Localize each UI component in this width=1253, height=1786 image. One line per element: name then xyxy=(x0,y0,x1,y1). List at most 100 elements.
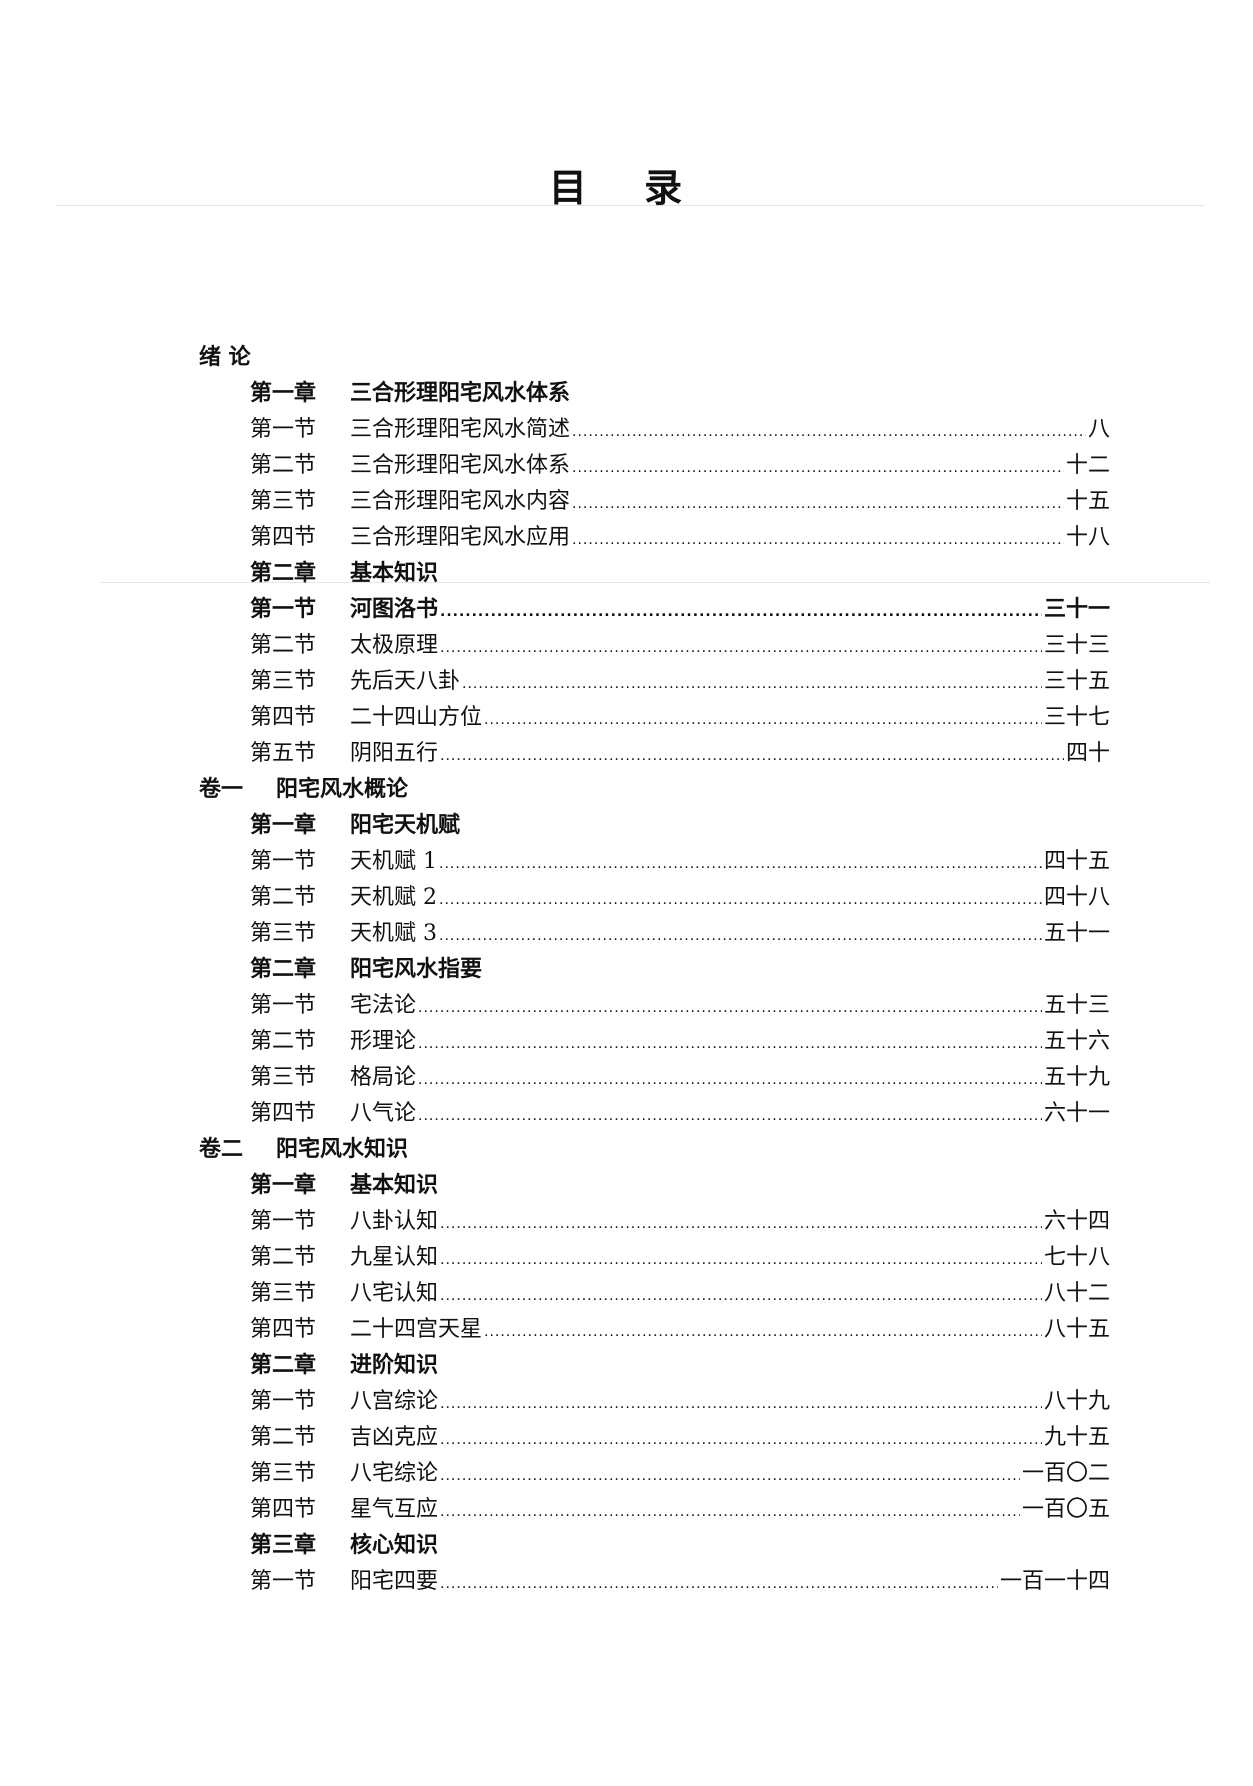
toc-section: 第二节 三合形理阳宅风水体系 十二 xyxy=(250,448,1110,484)
page-title: 目 录 xyxy=(548,166,705,211)
page-number: 四十八 xyxy=(1043,885,1110,910)
toc-label: 第三节 xyxy=(250,1065,317,1090)
toc-section: 第二节 形理论 五十六 xyxy=(250,1024,1110,1060)
dot-leader xyxy=(440,1278,1042,1314)
toc-section: 第三节 天机赋 3 五十一 xyxy=(250,916,1110,952)
toc-title: 太极原理 xyxy=(350,633,439,658)
page-number: 八十二 xyxy=(1043,1281,1110,1306)
toc-label: 第一节 xyxy=(250,1209,317,1234)
toc-label: 绪 论 xyxy=(199,345,251,370)
dot-leader xyxy=(439,846,1042,882)
toc-label: 第二节 xyxy=(250,1425,317,1450)
toc-section: 第一节 河图洛书 三十一 xyxy=(250,592,1110,628)
dot-leader xyxy=(572,450,1064,486)
toc-label: 卷一 xyxy=(199,777,244,802)
dot-leader xyxy=(462,666,1042,702)
toc-label: 第二节 xyxy=(250,1029,317,1054)
page-number: 三十一 xyxy=(1043,597,1110,622)
page-number: 四十 xyxy=(1065,741,1110,766)
toc-title: 天机赋 1 xyxy=(350,849,437,874)
toc-label: 第五节 xyxy=(250,741,317,766)
toc-label: 第三节 xyxy=(250,921,317,946)
toc-part: 绪 论 xyxy=(199,340,276,376)
toc-label: 第一章 xyxy=(250,813,317,838)
page-number: 三十七 xyxy=(1043,705,1110,730)
toc-label: 第四节 xyxy=(250,705,317,730)
dot-leader xyxy=(440,1422,1042,1458)
toc-title: 先后天八卦 xyxy=(350,669,461,694)
toc-label: 第一节 xyxy=(250,1569,317,1594)
toc-label: 第一节 xyxy=(250,597,317,622)
dot-leader xyxy=(439,882,1042,918)
page-number: 五十六 xyxy=(1043,1029,1110,1054)
toc-chapter: 第一章 三合形理阳宅风水体系 xyxy=(250,376,570,412)
toc-title: 阳宅风水知识 xyxy=(276,1137,409,1162)
toc-chapter: 第二章 进阶知识 xyxy=(250,1348,438,1384)
dot-leader xyxy=(572,522,1064,558)
toc-title: 基本知识 xyxy=(350,1173,439,1198)
toc-part: 卷二 阳宅风水知识 xyxy=(199,1132,408,1168)
toc-label: 第三章 xyxy=(250,1533,317,1558)
toc-title: 宅法论 xyxy=(350,993,417,1018)
toc-title: 三合形理阳宅风水应用 xyxy=(350,525,571,550)
page-number: 十五 xyxy=(1065,489,1110,514)
toc-title: 核心知识 xyxy=(350,1533,439,1558)
dot-leader xyxy=(418,990,1042,1026)
toc-chapter: 第一章 阳宅天机赋 xyxy=(250,808,460,844)
toc-label: 第三节 xyxy=(250,489,317,514)
toc-label: 第一节 xyxy=(250,849,317,874)
toc-title: 三合形理阳宅风水简述 xyxy=(350,417,571,442)
page-number: 五十一 xyxy=(1043,921,1110,946)
dot-leader xyxy=(440,1206,1042,1242)
toc-section: 第一节 天机赋 1 四十五 xyxy=(250,844,1110,880)
toc-section: 第一节 宅法论 五十三 xyxy=(250,988,1110,1024)
toc-title: 八卦认知 xyxy=(350,1209,439,1234)
dot-leader xyxy=(572,414,1086,450)
dot-leader xyxy=(440,594,1042,630)
dot-leader xyxy=(572,486,1064,522)
toc-title: 吉凶克应 xyxy=(350,1425,439,1450)
toc-title: 进阶知识 xyxy=(350,1353,439,1378)
dot-leader xyxy=(440,1386,1042,1422)
page-number: 三十三 xyxy=(1043,633,1110,658)
toc-label: 第三节 xyxy=(250,1281,317,1306)
toc-title: 天机赋 2 xyxy=(350,885,437,910)
toc-title: 三合形理阳宅风水体系 xyxy=(350,381,571,406)
toc-section: 第二节 九星认知 七十八 xyxy=(250,1240,1110,1276)
page-number: 一百〇五 xyxy=(1021,1497,1110,1522)
toc-section: 第四节 八气论 六十一 xyxy=(250,1096,1110,1132)
toc-title: 二十四宫天星 xyxy=(350,1317,483,1342)
toc-label: 第二节 xyxy=(250,885,317,910)
toc-part: 卷一 阳宅风水概论 xyxy=(199,772,408,808)
page-number: 五十九 xyxy=(1043,1065,1110,1090)
toc-title: 河图洛书 xyxy=(350,597,439,622)
toc-label: 第二章 xyxy=(250,957,317,982)
toc-title: 八气论 xyxy=(350,1101,417,1126)
page-number: 十二 xyxy=(1065,453,1110,478)
toc-label: 第三节 xyxy=(250,669,317,694)
dot-leader xyxy=(418,1026,1042,1062)
toc-title: 八宫综论 xyxy=(350,1389,439,1414)
toc-title: 基本知识 xyxy=(350,561,439,586)
page-number: 三十五 xyxy=(1043,669,1110,694)
toc-title: 八宅认知 xyxy=(350,1281,439,1306)
toc-section: 第一节 三合形理阳宅风水简述 八 xyxy=(250,412,1110,448)
page-number: 六十四 xyxy=(1043,1209,1110,1234)
toc-title: 三合形理阳宅风水内容 xyxy=(350,489,571,514)
dot-leader xyxy=(440,1458,1020,1494)
toc-label: 第一节 xyxy=(250,1389,317,1414)
toc-label: 第二节 xyxy=(250,453,317,478)
dot-leader xyxy=(440,630,1042,666)
toc-title: 阳宅四要 xyxy=(350,1569,439,1594)
toc-label: 第一章 xyxy=(250,1173,317,1198)
toc-label: 第二节 xyxy=(250,1245,317,1270)
toc-title: 阴阳五行 xyxy=(350,741,439,766)
page-number: 八十九 xyxy=(1043,1389,1110,1414)
toc-label: 第四节 xyxy=(250,1101,317,1126)
toc-label: 第三节 xyxy=(250,1461,317,1486)
dot-leader xyxy=(440,1566,998,1602)
toc-section: 第二节 吉凶克应 九十五 xyxy=(250,1420,1110,1456)
toc-label: 第一章 xyxy=(250,381,317,406)
toc-label: 第四节 xyxy=(250,1497,317,1522)
dot-leader xyxy=(418,1098,1042,1134)
